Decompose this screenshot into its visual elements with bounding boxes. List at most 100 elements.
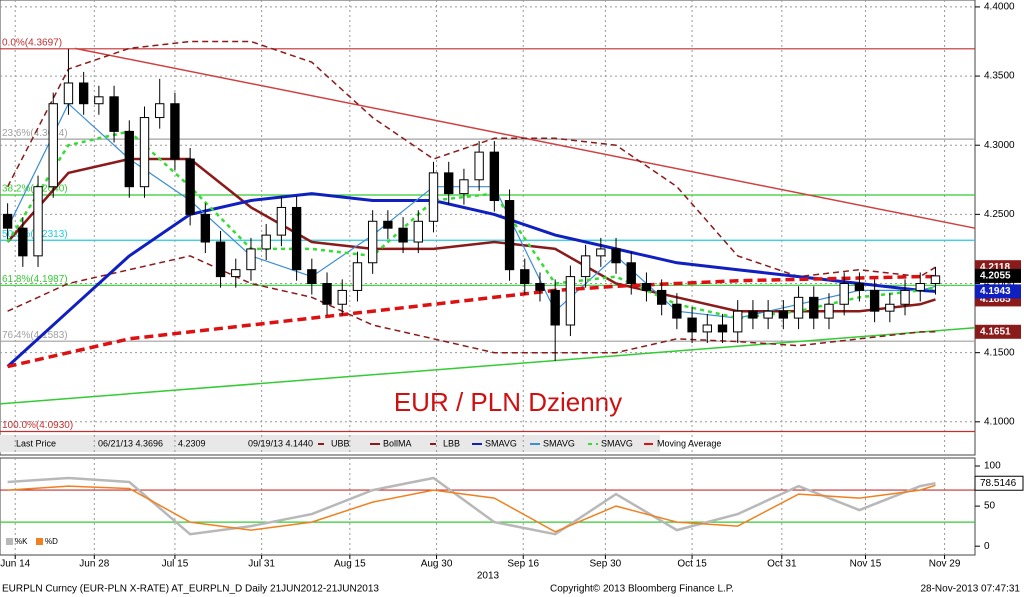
candle-body [809,296,819,319]
candle-body [580,255,591,278]
candle-body [276,206,287,236]
x-tick-label: Aug 15 [334,559,366,570]
candle-body [367,220,378,264]
overlay-line [7,255,936,354]
legend-label: Last Price [16,438,56,448]
fib-label: 100.0%(4.0930) [2,420,73,431]
last-value-box [974,475,1024,491]
candle-body [656,289,667,305]
candle-body [398,227,408,243]
candle-body [900,289,910,305]
legend-label: SMAVG [485,438,517,448]
last-value-label: 78.5146 [980,478,1017,489]
footer-center: Copyright© 2013 Bloomberg Finance L.P. [550,584,734,595]
candle-body [231,269,241,278]
candle-body [626,262,636,285]
candle-body [322,283,332,305]
y-tick-label: 4.4000 [984,2,1015,13]
candle-body [352,262,363,291]
y-tick-label: 4.1500 [984,347,1015,358]
candle-body [444,172,454,195]
x-tick-label: Nov 15 [850,559,882,570]
legend-swatch [6,538,13,545]
candle-body [550,289,560,326]
x-tick-label: Sep 30 [590,559,622,570]
legend-label: BollMA [383,438,412,448]
last-value-label: 4.1885 [980,294,1011,305]
x-year: 2013 [477,571,500,582]
candle-body [793,296,804,319]
legend-label: %D [45,537,58,546]
legend-label: 4.2309 [178,438,206,448]
x-tick-label: Oct 15 [677,559,707,570]
stoch-line [7,476,936,536]
candle-body [261,234,271,250]
candle-body [824,303,834,319]
legend-label: SMAVG [543,438,575,448]
footer-left: EURPLN Curncy (EUR-PLN X-RATE) AT_EURPLN… [2,584,379,595]
last-value-label: 4.1651 [980,326,1011,337]
fib-label: 23.6%(4.3044) [2,128,68,139]
candle-body [733,310,743,333]
candle-body [672,303,682,319]
candle-body [155,103,165,119]
stoch-tick-label: 0 [984,541,990,552]
overlay-line [7,274,936,369]
candle-body [885,303,895,312]
candle-body [641,283,652,291]
y-tick-label: 4.1000 [984,416,1015,427]
legend-label: LBB [443,438,460,448]
candle-body [520,269,530,285]
legend-bar [0,435,660,452]
legend-label: %K [15,537,28,546]
last-value-box [975,268,1021,283]
trendline [0,327,976,405]
candle-body [18,227,28,257]
candle-body [459,179,469,195]
candle-body [565,276,576,326]
candle-body [124,130,134,188]
x-tick-label: Nov 29 [929,559,961,570]
footer-right: 28-Nov-2013 07:47:31 [920,584,1020,595]
candle-body [78,82,89,105]
candle-body [139,117,150,188]
y-tick-label: 4.2000 [984,278,1015,289]
last-value-box [975,324,1021,339]
candle-body [307,269,317,285]
candle-body [763,310,773,319]
candle-body [504,200,515,271]
candle-body [839,283,849,305]
annotation: EUR / PLN Dzienny [394,387,622,417]
candle-body [109,96,119,132]
x-tick-label: Sep 16 [507,559,539,570]
candle-body [489,151,500,202]
x-tick-label: Aug 30 [421,559,453,570]
x-tick-label: Jun 14 [0,559,30,570]
candle-body [869,289,880,312]
overlay-line [6,157,936,313]
candle-body [474,151,484,181]
candle-body [246,248,256,271]
y-tick-label: 4.3500 [984,71,1015,82]
x-tick-label: Jul 15 [162,559,189,570]
candle-body [215,241,226,278]
stoch-panel [0,457,976,556]
candle-body [596,248,606,257]
last-value-label: 4.2118 [980,262,1010,273]
y-tick-label: 4.2500 [984,209,1015,220]
x-tick-label: Jun 28 [79,559,109,570]
candle-body [291,206,302,271]
candle-body [611,248,621,264]
candle-body [185,158,195,215]
legend-label: SMAVG [601,438,633,448]
stoch-tick-label: 100 [984,461,1001,472]
y-tick-label: 4.3000 [984,140,1015,151]
candle-body [702,324,712,333]
candle-body [33,186,43,257]
candle-body [854,283,865,291]
fib-label: 76.4%(4.1583) [2,330,68,341]
last-value-label: 4.1943 [980,286,1011,297]
stoch-line [7,484,936,533]
candle-body [428,172,439,222]
candle-body [687,317,697,333]
